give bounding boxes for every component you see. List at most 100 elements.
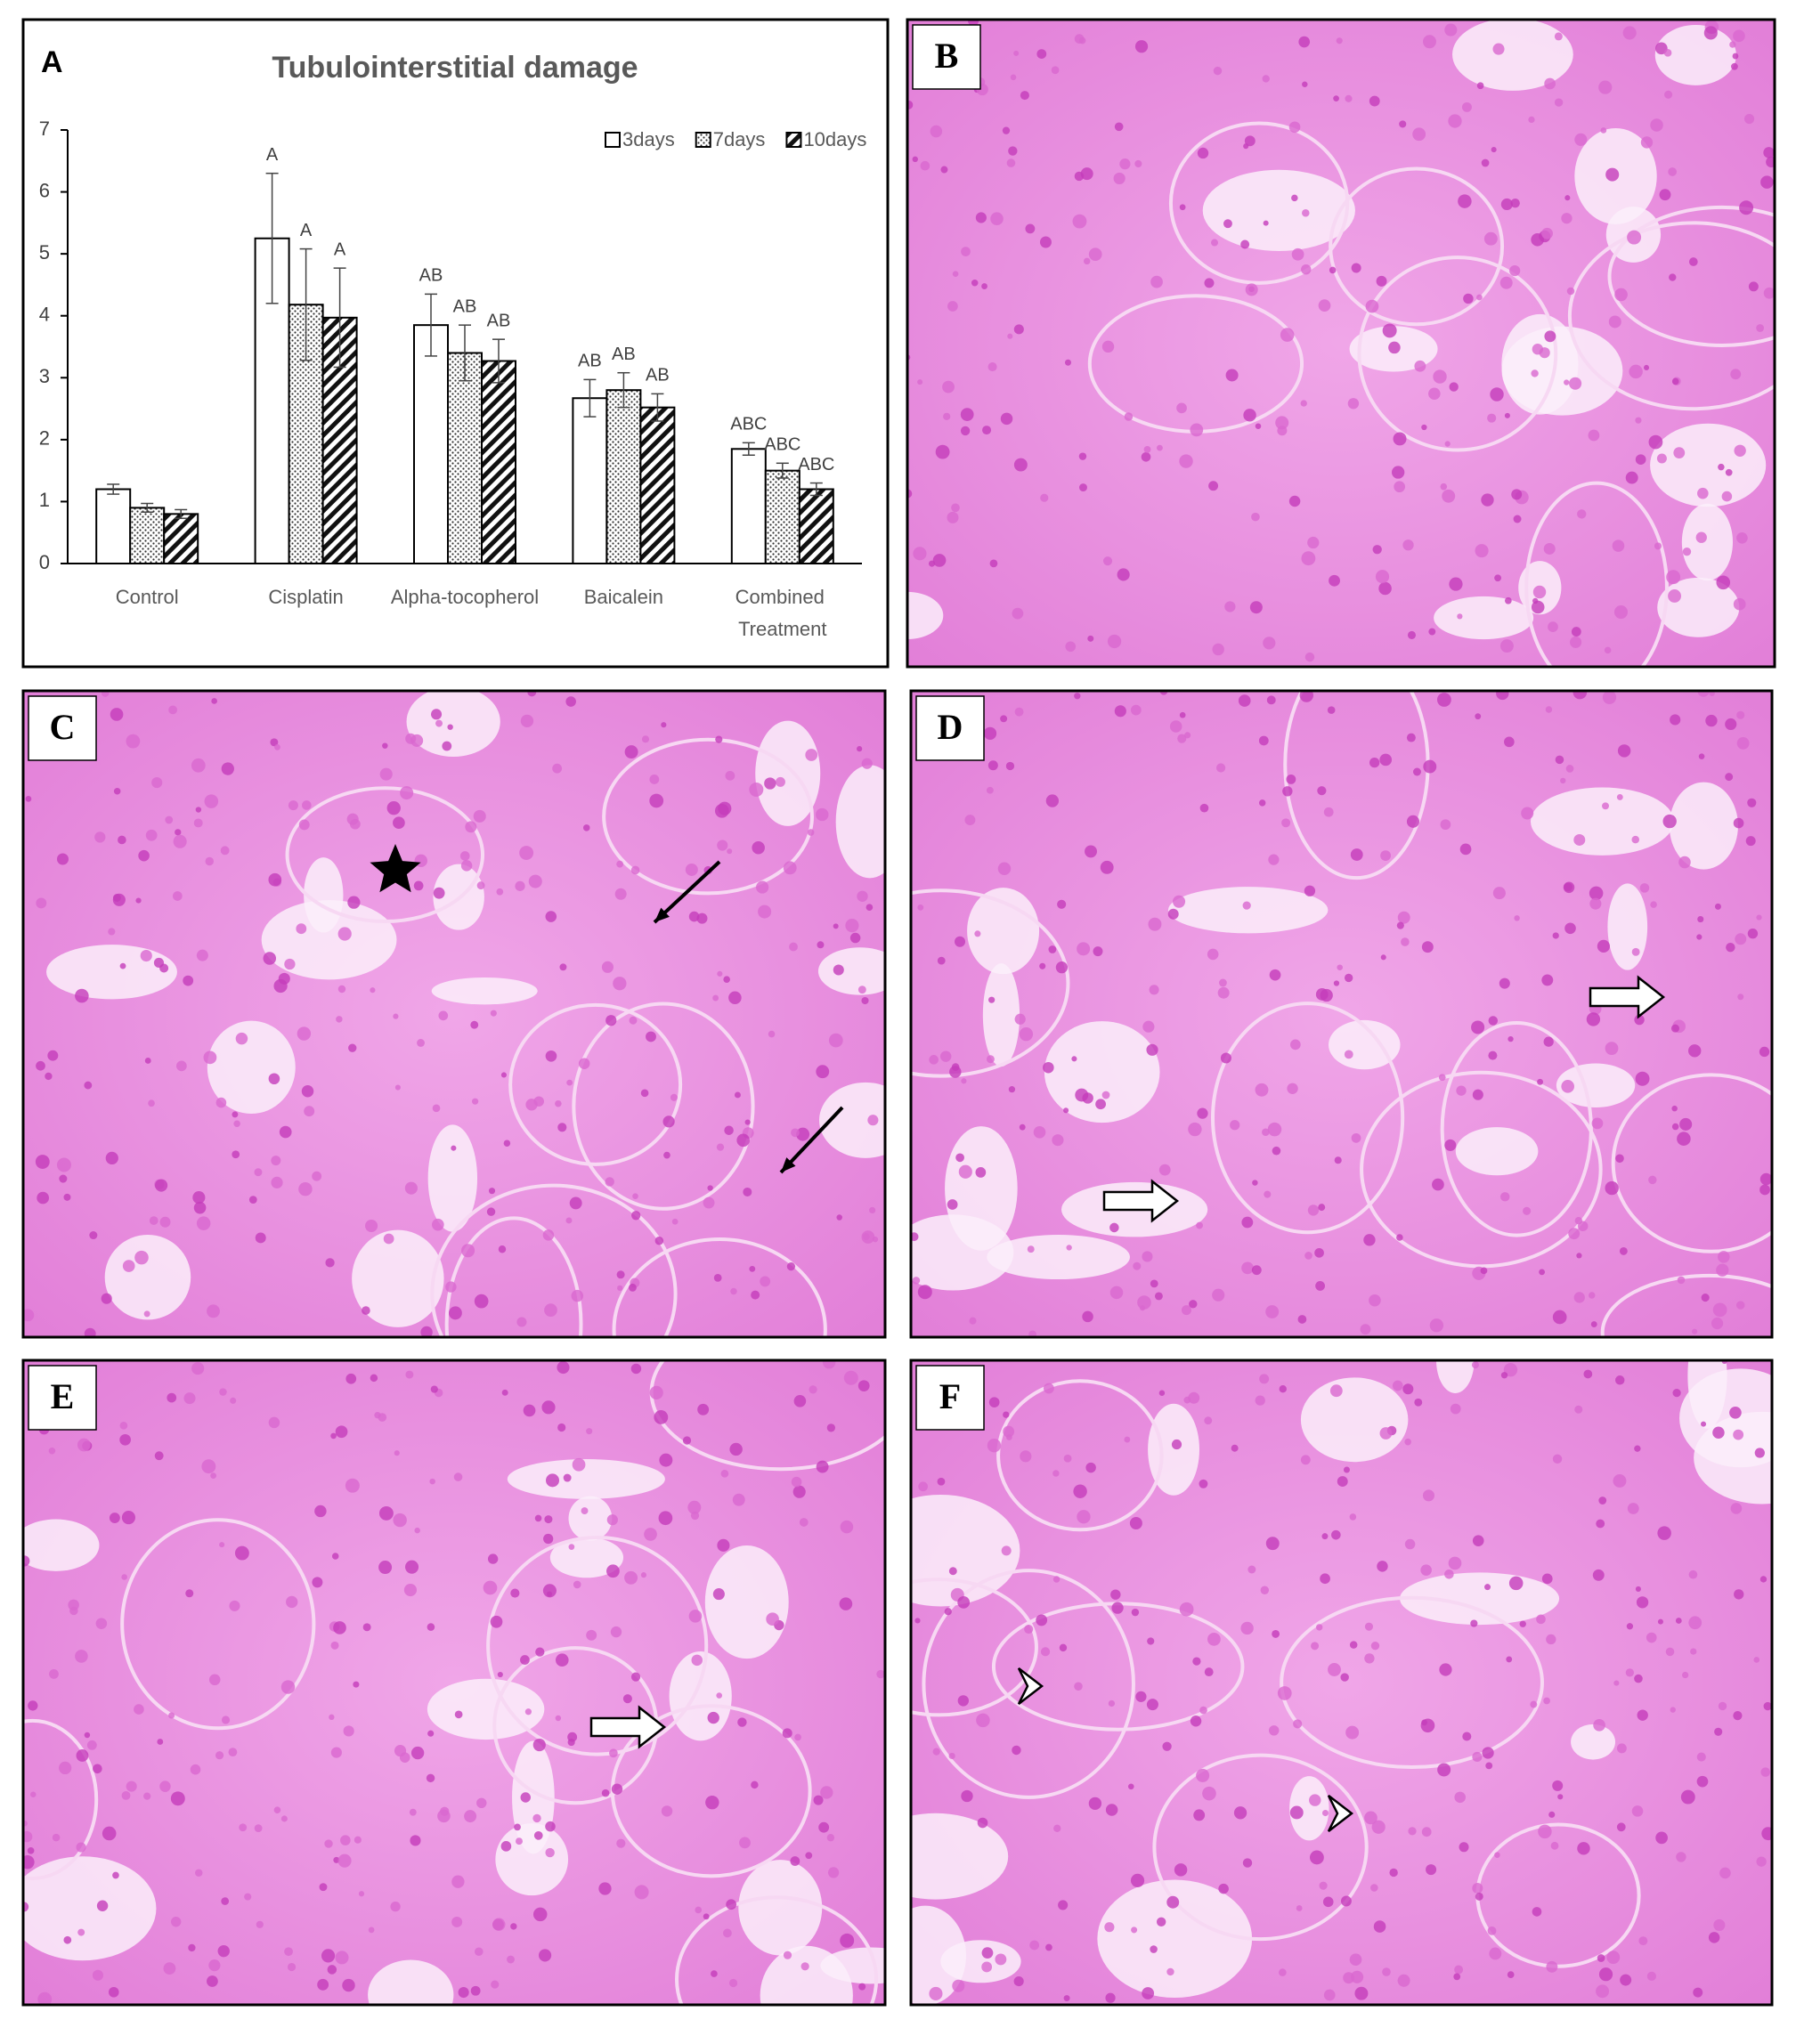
nucleus — [1625, 1668, 1635, 1677]
nucleus — [155, 1179, 168, 1192]
nucleus — [1040, 1647, 1051, 1657]
nucleus — [948, 1567, 957, 1576]
nucleus — [1736, 531, 1748, 544]
nucleus — [1421, 1719, 1427, 1726]
nucleus — [687, 1500, 702, 1514]
nucleus — [1087, 635, 1094, 642]
nucleus — [229, 1600, 240, 1611]
nucleus — [1337, 1476, 1348, 1488]
nucleus — [688, 1610, 703, 1623]
bar — [798, 488, 834, 564]
nucleus — [565, 696, 576, 707]
lumen — [427, 1124, 478, 1232]
nucleus — [1712, 1426, 1725, 1439]
nucleus — [714, 803, 729, 818]
lumen — [1289, 1776, 1329, 1841]
nucleus — [417, 1039, 425, 1047]
nucleus — [654, 1410, 669, 1424]
nucleus — [1043, 1383, 1054, 1394]
nucleus — [1102, 556, 1113, 566]
nucleus — [951, 503, 960, 513]
nucleus — [497, 1671, 503, 1678]
nucleus — [1289, 1805, 1304, 1820]
nucleus — [1169, 720, 1182, 733]
nucleus — [1399, 120, 1407, 128]
nucleus — [1262, 1128, 1270, 1136]
nucleus — [1635, 417, 1642, 424]
nucleus — [1657, 1526, 1671, 1540]
nucleus — [546, 1591, 553, 1597]
nucleus — [1635, 454, 1646, 466]
nucleus — [782, 1728, 792, 1739]
nucleus — [153, 957, 165, 969]
nucleus — [1622, 26, 1637, 40]
nucleus — [1508, 1576, 1524, 1591]
nucleus — [1109, 1286, 1124, 1300]
nucleus — [1360, 1324, 1371, 1335]
nucleus — [1110, 1589, 1121, 1600]
nucleus — [1500, 198, 1513, 211]
nucleus — [1124, 412, 1134, 421]
nucleus — [786, 1261, 796, 1271]
nucleus — [1597, 1954, 1605, 1962]
nucleus — [1204, 1416, 1213, 1425]
nucleus — [601, 1788, 610, 1797]
nucleus — [1669, 273, 1677, 281]
nucleus — [113, 787, 121, 795]
chart-title: Tubulointerstitial damage — [272, 51, 638, 85]
nucleus — [1300, 1455, 1311, 1465]
nucleus — [1646, 1632, 1657, 1643]
nucleus — [1204, 278, 1215, 288]
nucleus — [514, 1823, 521, 1831]
tubule-outline — [1329, 166, 1505, 327]
nucleus — [1472, 1089, 1483, 1100]
nucleus — [1748, 281, 1759, 292]
nucleus — [1483, 231, 1498, 246]
nucleus — [271, 1176, 283, 1188]
nucleus — [500, 1841, 512, 1852]
nucleus — [1220, 1052, 1231, 1064]
nucleus — [913, 547, 927, 561]
significance-label: AB — [419, 266, 443, 286]
nucleus — [157, 1739, 164, 1745]
x-tick-label: Control — [116, 586, 179, 608]
nucleus — [1202, 1786, 1216, 1801]
nucleus — [1315, 1280, 1326, 1291]
nucleus — [912, 156, 918, 163]
nucleus — [1255, 423, 1262, 430]
nucleus — [944, 1608, 952, 1616]
arrow — [653, 860, 721, 924]
nucleus — [470, 1985, 481, 1996]
nucleus — [1063, 1454, 1072, 1463]
nucleus — [390, 1901, 401, 1912]
nucleus — [1343, 1466, 1350, 1473]
nucleus — [1264, 1190, 1272, 1198]
nucleus — [343, 1725, 354, 1737]
nucleus — [1592, 1569, 1605, 1581]
nucleus — [976, 1713, 990, 1728]
nucleus — [1351, 1970, 1364, 1983]
nucleus — [304, 1106, 315, 1117]
micrograph — [907, 20, 1775, 667]
tubule-outline — [1567, 221, 1775, 411]
nucleus — [1279, 1968, 1287, 1976]
nucleus — [23, 1555, 30, 1567]
nucleus — [420, 1326, 433, 1337]
nucleus — [1532, 1907, 1542, 1917]
bar — [572, 397, 608, 564]
nucleus — [1538, 1824, 1552, 1839]
nucleus — [176, 1060, 187, 1072]
star — [370, 844, 421, 893]
nucleus — [475, 1947, 484, 1956]
panel-label: E — [51, 1376, 75, 1416]
lumen — [23, 1856, 157, 1961]
nucleus — [722, 1928, 732, 1938]
nucleus — [1291, 194, 1298, 202]
nucleus — [1577, 1842, 1590, 1855]
panel-frame — [21, 1359, 887, 2007]
nucleus — [1421, 941, 1434, 953]
nucleus — [1670, 714, 1681, 726]
nucleus — [1440, 819, 1451, 831]
nucleus — [749, 782, 764, 797]
nucleus — [1317, 786, 1327, 796]
